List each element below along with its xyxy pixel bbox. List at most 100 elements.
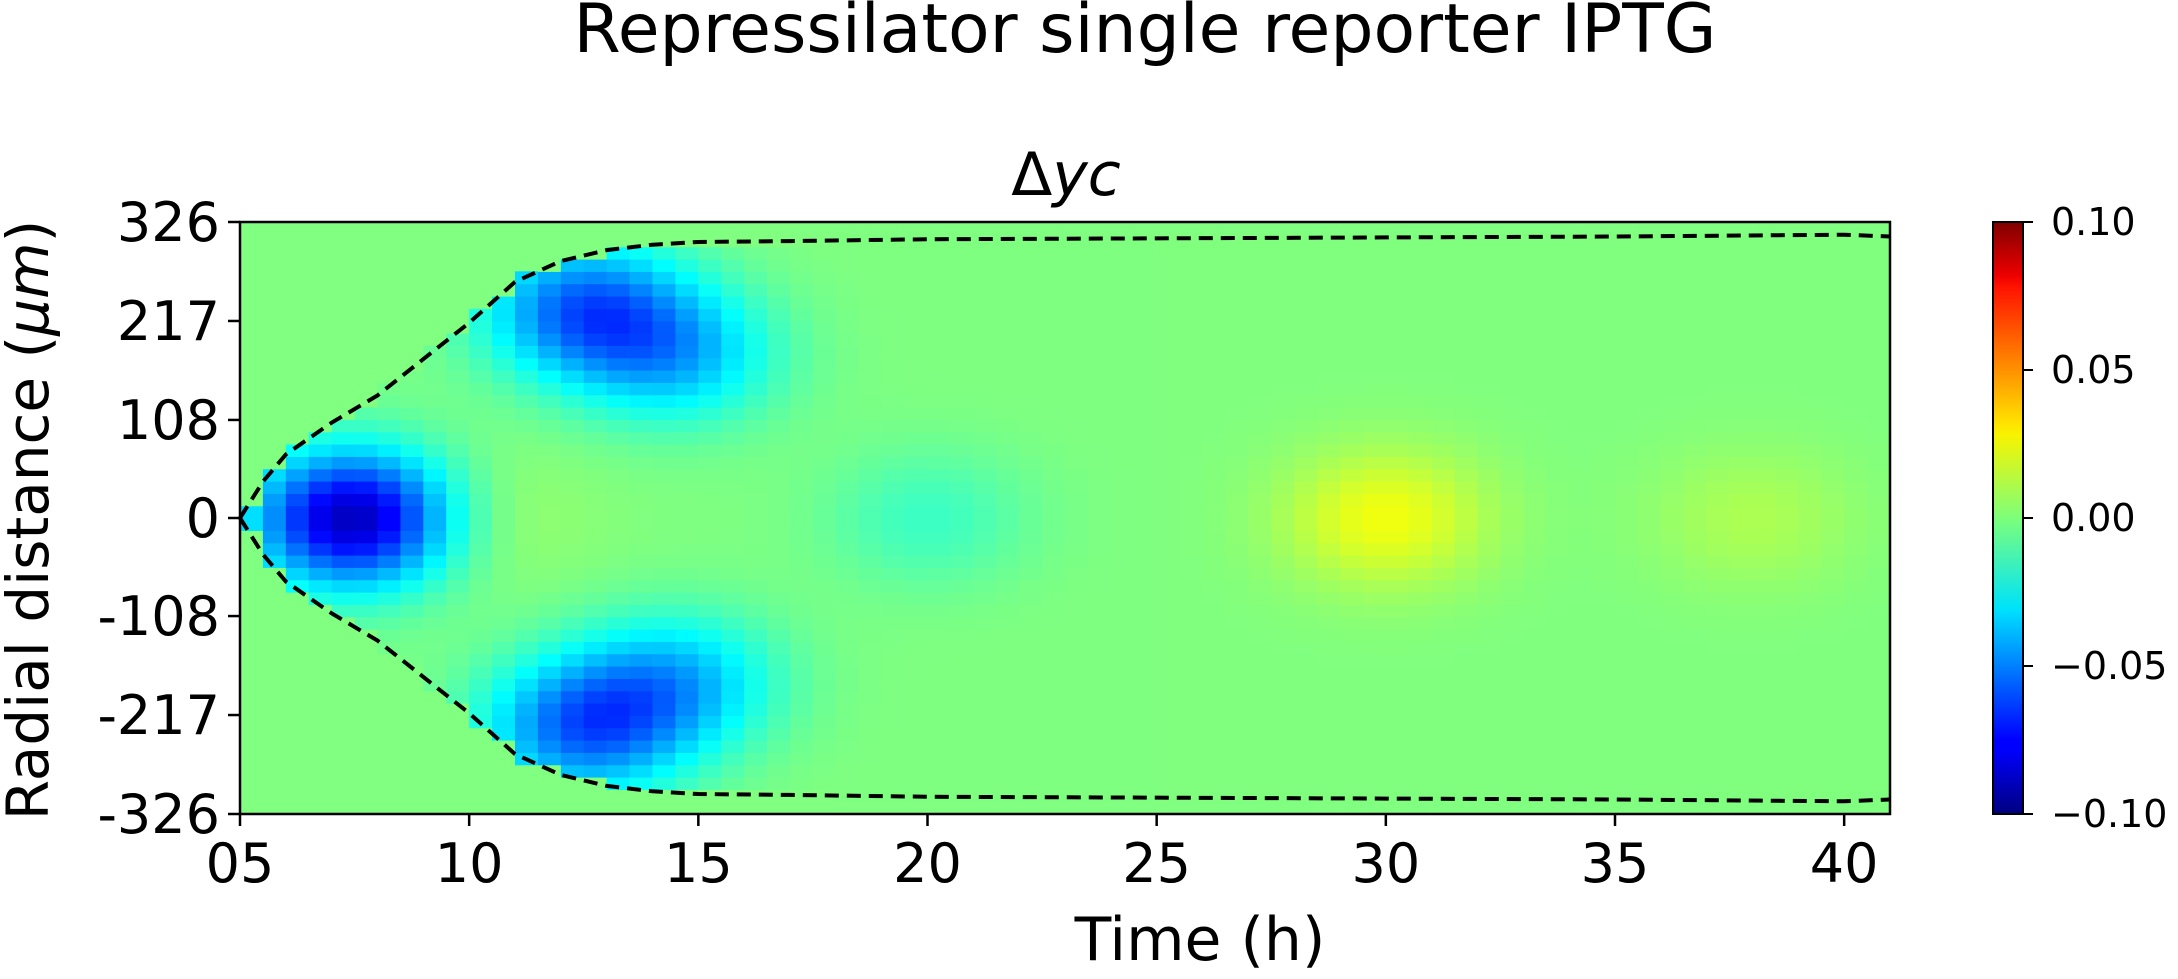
heatmap-cell	[1500, 629, 1524, 642]
heatmap-cell	[1225, 715, 1249, 729]
heatmap-cell	[1087, 234, 1112, 248]
heatmap-cell	[583, 703, 608, 716]
heatmap-cell	[1042, 493, 1066, 507]
heatmap-cell	[1271, 222, 1295, 235]
heatmap-cell	[1615, 555, 1639, 568]
heatmap-cell	[1042, 468, 1066, 482]
heatmap-cell	[1775, 222, 1799, 235]
heatmap-cell	[1660, 592, 1685, 605]
heatmap-cell	[629, 542, 654, 556]
heatmap-cell	[904, 468, 929, 482]
heatmap-cell	[1844, 468, 1868, 482]
heatmap-cell	[1110, 616, 1135, 630]
heatmap-cell	[698, 653, 722, 667]
heatmap-cell	[1752, 419, 1777, 433]
heatmap-cell	[721, 246, 745, 260]
heatmap-cell	[1179, 666, 1204, 679]
heatmap-cell	[812, 431, 837, 445]
heatmap-cell	[1271, 394, 1295, 408]
heatmap-cell	[1431, 481, 1456, 494]
heatmap-cell	[1477, 653, 1502, 667]
heatmap-cell	[1294, 419, 1318, 433]
heatmap-cell	[835, 370, 860, 383]
heatmap-cell	[973, 431, 997, 445]
heatmap-cell	[469, 296, 493, 309]
heatmap-cell	[1133, 616, 1158, 630]
heatmap-cell	[1523, 629, 1547, 642]
heatmap-cell	[1408, 468, 1433, 482]
heatmap-cell	[1523, 530, 1547, 544]
heatmap-cell	[1500, 740, 1524, 753]
heatmap-cell	[1202, 641, 1227, 655]
heatmap-cell	[1683, 678, 1708, 692]
heatmap-cell	[1660, 641, 1685, 655]
heatmap-cell	[1821, 555, 1845, 568]
heatmap-cell	[1019, 641, 1043, 655]
heatmap-cell	[354, 468, 379, 482]
heatmap-cell	[881, 394, 906, 408]
heatmap-cell	[927, 431, 952, 445]
heatmap-cell	[629, 333, 654, 346]
heatmap-cell	[1179, 727, 1204, 741]
heatmap-cell	[652, 629, 677, 642]
heatmap-cell	[1133, 678, 1158, 692]
heatmap-cell	[1752, 604, 1777, 618]
heatmap-cell	[1660, 629, 1685, 642]
heatmap-cell	[1569, 505, 1593, 519]
heatmap-cell	[1042, 752, 1066, 766]
heatmap-cell	[1271, 493, 1295, 507]
heatmap-cell	[1844, 394, 1868, 408]
heatmap-cell	[1340, 505, 1364, 519]
subtitle-symbol: Δ	[1011, 140, 1052, 210]
heatmap-cell	[1202, 727, 1227, 741]
heatmap-cell	[1385, 518, 1410, 531]
heatmap-cell	[1569, 296, 1593, 309]
heatmap-cell	[583, 394, 608, 408]
heatmap-cell	[1110, 555, 1135, 568]
heatmap-cell	[583, 259, 608, 272]
heatmap-cell	[331, 444, 356, 457]
heatmap-cell	[1546, 357, 1570, 371]
heatmap-cell	[1500, 481, 1524, 494]
heatmap-cell	[1637, 530, 1662, 544]
heatmap-cell	[423, 690, 447, 704]
heatmap-cell	[744, 715, 768, 729]
heatmap-cell	[1546, 690, 1570, 704]
heatmap-cell	[1569, 518, 1593, 531]
heatmap-cell	[1775, 764, 1799, 778]
heatmap-cell	[950, 419, 974, 433]
heatmap-cell	[1523, 333, 1547, 346]
heatmap-cell	[1660, 407, 1685, 420]
heatmap-cell	[812, 246, 837, 260]
heatmap-cell	[858, 444, 883, 457]
heatmap-cell	[950, 715, 974, 729]
heatmap-cell	[1179, 629, 1204, 642]
heatmap-cell	[1706, 357, 1731, 371]
heatmap-cell	[1500, 690, 1524, 704]
heatmap-cell	[1546, 370, 1570, 383]
heatmap-cell	[1042, 345, 1066, 359]
heatmap-cell	[1431, 431, 1456, 445]
heatmap-cell	[1225, 493, 1249, 507]
heatmap-cell	[1087, 308, 1112, 322]
heatmap-cell	[767, 320, 791, 334]
heatmap-cell	[1683, 456, 1708, 470]
heatmap-cell	[1317, 394, 1341, 408]
heatmap-cell	[927, 567, 952, 581]
heatmap-cell	[1317, 456, 1341, 470]
heatmap-cell	[1133, 542, 1158, 556]
heatmap-cell	[469, 727, 493, 741]
heatmap-cell	[515, 690, 539, 704]
heatmap-cell	[652, 518, 677, 531]
heatmap-cell	[1821, 320, 1845, 334]
heatmap-cell	[469, 530, 493, 544]
heatmap-cell	[881, 493, 906, 507]
heatmap-cell	[1408, 530, 1433, 544]
heatmap-cell	[1271, 456, 1295, 470]
heatmap-cell	[606, 555, 631, 568]
heatmap-cell	[1821, 308, 1845, 322]
heatmap-cell	[1248, 468, 1272, 482]
heatmap-cell	[1821, 505, 1845, 519]
heatmap-cell	[400, 444, 424, 457]
heatmap-cell	[1294, 542, 1318, 556]
